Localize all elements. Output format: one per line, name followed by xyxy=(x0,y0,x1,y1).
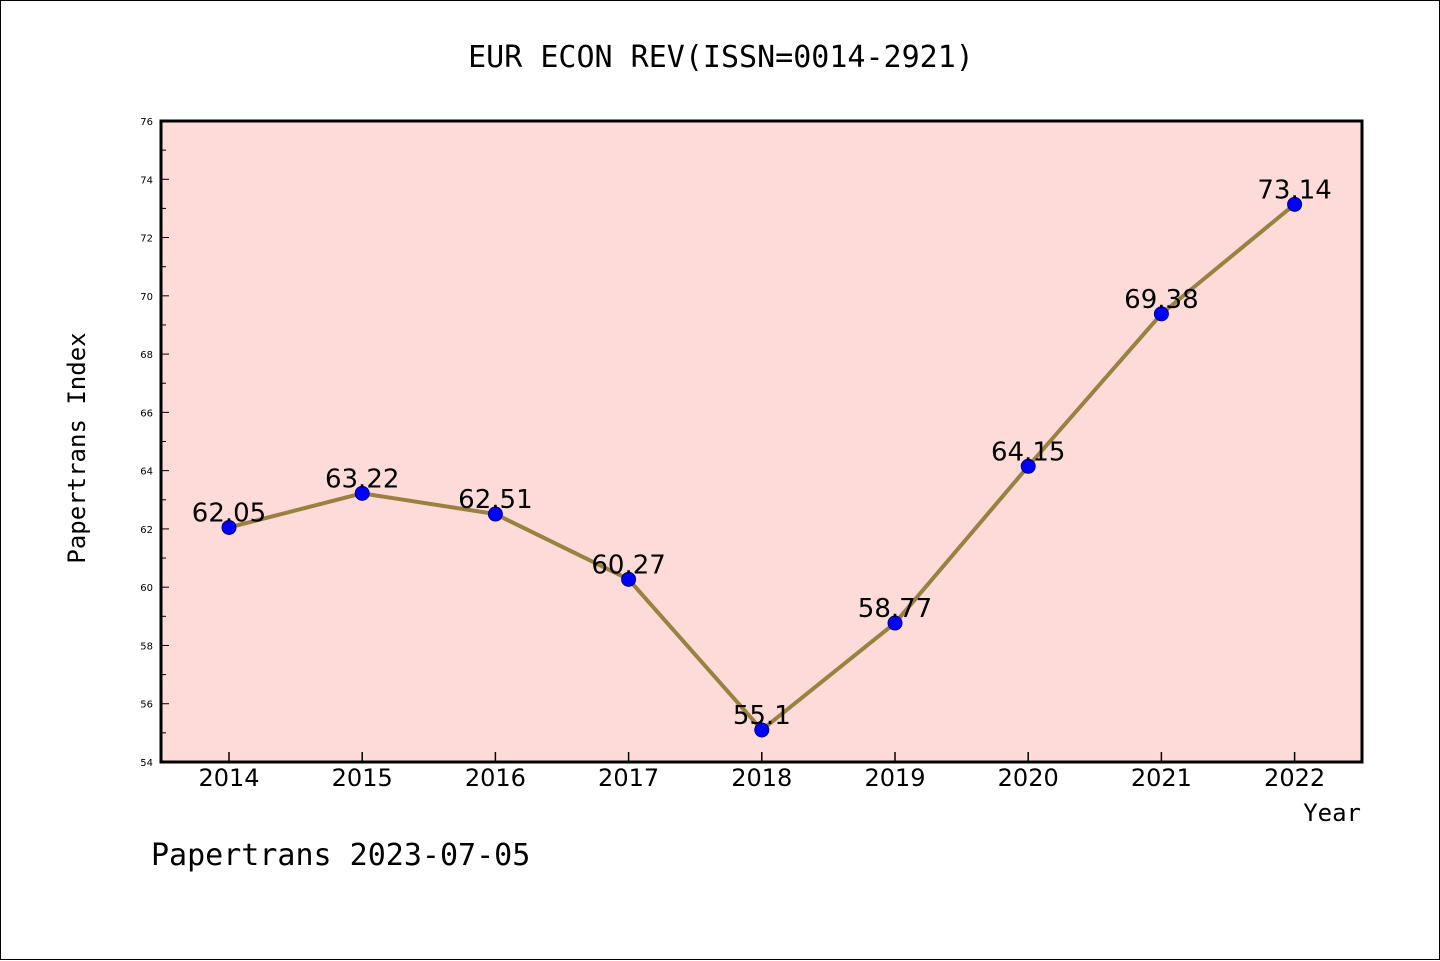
data-point-label: 63.22 xyxy=(325,464,399,494)
y-tick-label: 70 xyxy=(140,292,153,303)
data-point-marker xyxy=(221,519,237,535)
x-tick-label: 2019 xyxy=(864,764,925,792)
data-point-label: 62.05 xyxy=(192,498,266,528)
data-point-marker xyxy=(887,615,903,631)
x-axis-label: Year xyxy=(1303,799,1361,827)
x-tick-label: 2015 xyxy=(332,764,393,792)
data-labels: 62.05 63.22 62.51 60.27 55.1 58.77 64.15 69.38 7… xyxy=(192,175,1332,731)
data-point-marker xyxy=(487,506,503,522)
chart-title: EUR ECON REV(ISSN=0014-2921) xyxy=(468,40,974,75)
x-tick-label: 2014 xyxy=(198,764,259,792)
x-axis: 2014 2015 2016 2017 2018 2019 2020 2021 2022 xyxy=(198,752,1325,792)
data-point-marker xyxy=(1287,196,1303,212)
x-tick-label: 2016 xyxy=(465,764,526,792)
y-tick-label: 56 xyxy=(140,700,153,711)
x-tick-label: 2018 xyxy=(731,764,792,792)
y-axis-label: Papertrans Index xyxy=(63,332,91,563)
data-point-label: 64.15 xyxy=(991,437,1065,467)
x-tick-label: 2021 xyxy=(1131,764,1192,792)
data-point-marker xyxy=(621,571,637,587)
data-point-label: 73.14 xyxy=(1257,175,1331,205)
y-tick-label: 66 xyxy=(140,408,153,419)
y-tick-label: 60 xyxy=(140,583,153,594)
data-point-marker xyxy=(1153,306,1169,322)
y-tick-label: 54 xyxy=(140,758,153,769)
data-point-label: 60.27 xyxy=(591,550,665,580)
data-point-marker xyxy=(754,722,770,738)
data-point-label: 55.1 xyxy=(733,701,791,731)
y-axis: 54 56 58 60 62 64 66 68 70 72 74 76 xyxy=(140,117,169,769)
plot-area xyxy=(159,119,1364,764)
footer-source-date: Papertrans 2023-07-05 xyxy=(151,838,530,873)
y-tick-label: 64 xyxy=(140,467,153,478)
y-tick-label: 62 xyxy=(140,525,153,536)
data-point-marker xyxy=(1020,458,1036,474)
data-markers xyxy=(221,196,1303,738)
x-tick-label: 2020 xyxy=(998,764,1059,792)
data-point-label: 62.51 xyxy=(458,485,532,515)
y-tick-label: 72 xyxy=(140,234,153,245)
x-tick-label: 2017 xyxy=(598,764,659,792)
x-tick-label: 2022 xyxy=(1264,764,1325,792)
y-tick-label: 76 xyxy=(140,117,153,128)
y-tick-label: 58 xyxy=(140,641,153,652)
y-tick-label: 74 xyxy=(140,175,153,186)
data-point-label: 58.77 xyxy=(858,594,932,624)
data-point-marker xyxy=(354,485,370,501)
y-tick-label: 68 xyxy=(140,350,153,361)
data-point-label: 69.38 xyxy=(1124,285,1198,315)
